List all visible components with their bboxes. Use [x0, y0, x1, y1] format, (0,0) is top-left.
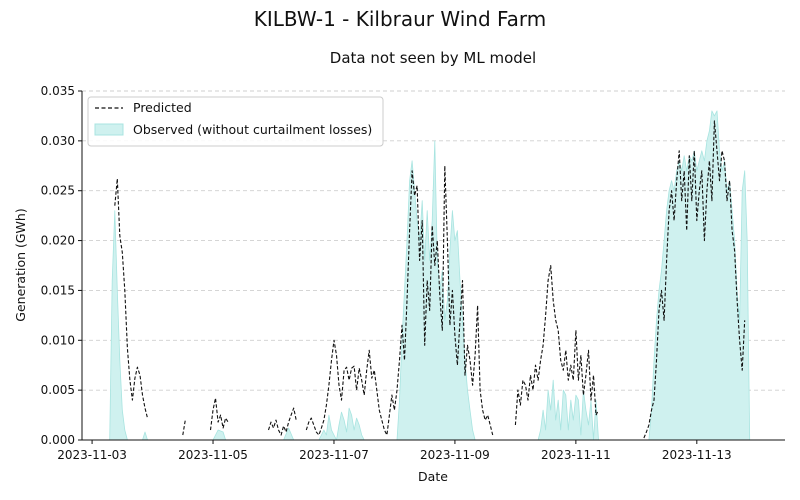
predicted-line	[114, 178, 149, 419]
y-tick-label: 0.020	[41, 234, 75, 248]
observed-area	[318, 407, 365, 441]
observed-area	[109, 210, 128, 441]
predicted-series	[114, 120, 746, 439]
predicted-line	[182, 420, 186, 436]
y-tick-label: 0.000	[41, 433, 75, 447]
axes	[81, 91, 785, 441]
y-axis-ticks: 0.000 0.005 0.010 0.015 0.020 0.025 0.030 0.035	[41, 84, 82, 447]
y-axis-label: Generation (GWh)	[13, 208, 28, 321]
x-axis-label: Date	[418, 469, 448, 484]
chart-subtitle: Data not seen by ML model	[330, 49, 536, 67]
predicted-line	[514, 264, 599, 426]
legend: Predicted Observed (without curtailment …	[87, 96, 384, 147]
legend-observed-swatch	[94, 123, 124, 136]
y-tick-label: 0.035	[41, 84, 75, 98]
x-tick-label: 2023-11-11	[541, 448, 611, 462]
y-tick-label: 0.030	[41, 134, 75, 148]
predicted-line	[209, 397, 229, 431]
predicted-line	[643, 120, 746, 439]
observed-area	[142, 431, 148, 441]
legend-observed-label: Observed (without curtailment losses)	[133, 122, 372, 137]
y-tick-label: 0.025	[41, 184, 75, 198]
x-tick-label: 2023-11-09	[420, 448, 490, 462]
legend-predicted-label: Predicted	[133, 100, 192, 115]
x-tick-label: 2023-11-13	[662, 448, 732, 462]
observed-area	[648, 110, 751, 441]
observed-area	[212, 429, 226, 441]
y-tick-label: 0.015	[41, 283, 75, 297]
predicted-line	[267, 407, 297, 436]
x-tick-label: 2023-11-03	[57, 448, 127, 462]
predicted-line	[305, 165, 494, 436]
observed-area	[537, 379, 599, 441]
chart-title: KILBW-1 - Kilbraur Wind Farm	[254, 7, 547, 31]
y-tick-label: 0.010	[41, 333, 75, 347]
legend-box	[87, 96, 384, 147]
y-tick-label: 0.005	[41, 383, 75, 397]
x-axis-ticks: 2023-11-03 2023-11-05 2023-11-07 2023-11-09…	[57, 440, 732, 462]
x-tick-label: 2023-11-07	[299, 448, 369, 462]
x-tick-label: 2023-11-05	[178, 448, 248, 462]
observed-series	[109, 110, 751, 441]
